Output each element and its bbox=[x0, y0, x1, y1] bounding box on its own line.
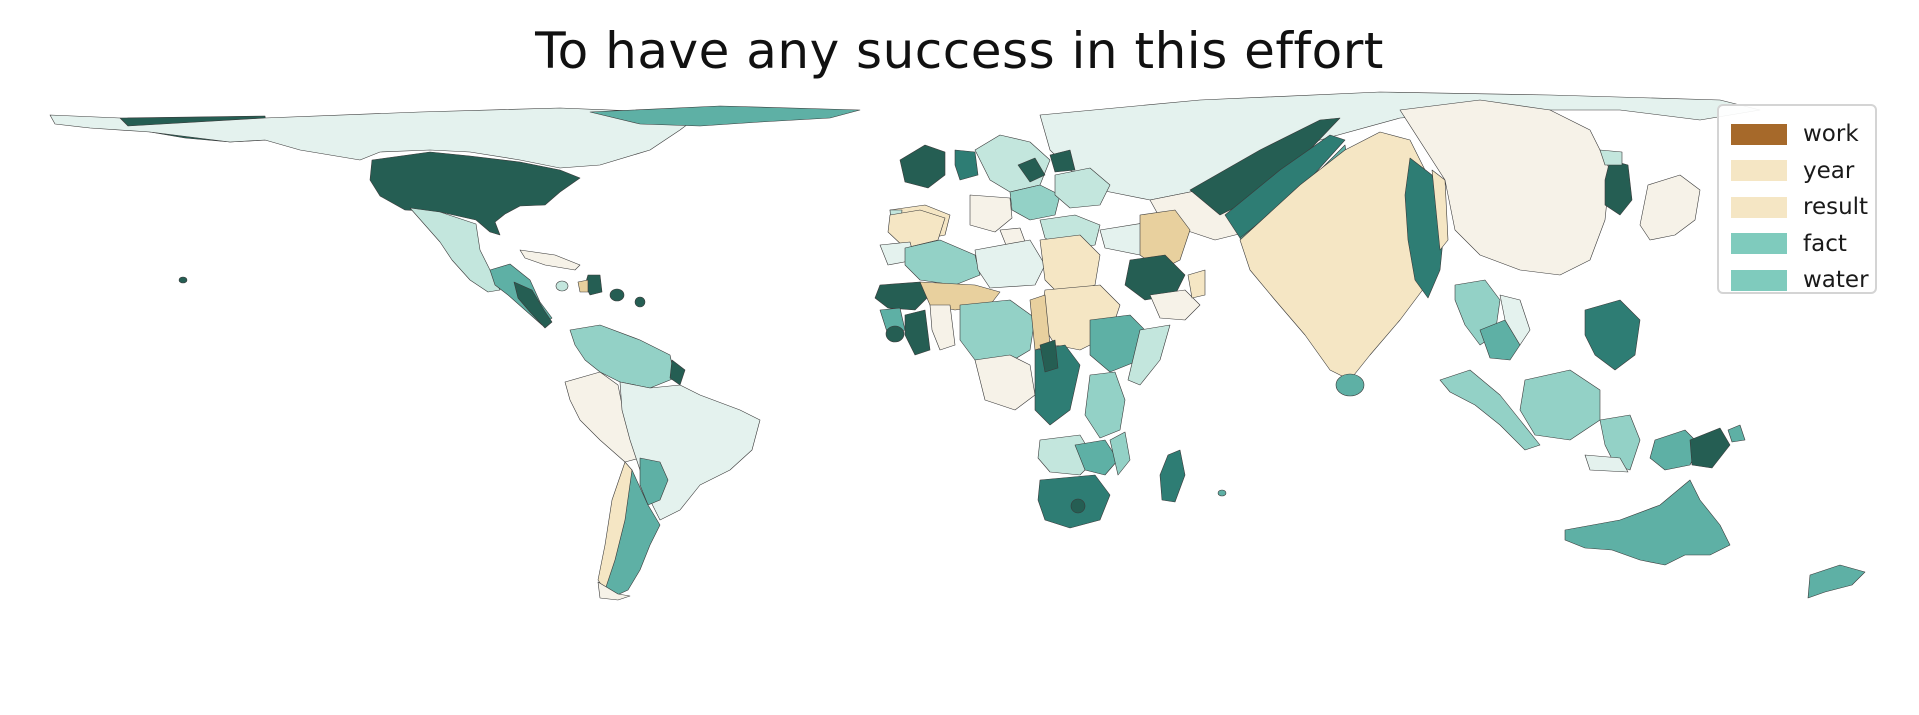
region-northern-canada bbox=[49, 107, 701, 169]
region-sierra-leone bbox=[885, 325, 905, 343]
region-nigeria-chad bbox=[959, 299, 1036, 366]
region-china bbox=[1399, 99, 1611, 276]
region-baltics bbox=[1049, 149, 1076, 173]
legend-item: water bbox=[1731, 262, 1869, 299]
region-arabia bbox=[1149, 289, 1201, 321]
region-vietnam bbox=[1499, 294, 1531, 346]
land-regions bbox=[49, 91, 1866, 601]
region-north-korea bbox=[1599, 149, 1623, 166]
region-uk bbox=[954, 149, 979, 181]
legend-swatch bbox=[1731, 160, 1787, 182]
region-nepal bbox=[1431, 169, 1449, 251]
region-east-dark bbox=[1039, 339, 1059, 373]
region-kenya-tanzania bbox=[1084, 371, 1126, 439]
region-central-africa bbox=[974, 354, 1036, 411]
region-france bbox=[969, 194, 1013, 233]
region-egypt bbox=[1039, 234, 1101, 296]
legend-label: water bbox=[1803, 267, 1869, 294]
region-canada-arctic-strip bbox=[589, 105, 861, 127]
region-ivory-coast bbox=[929, 304, 956, 351]
region-iceland-uk bbox=[899, 144, 946, 189]
legend-swatch bbox=[1731, 269, 1787, 291]
region-japan bbox=[1639, 174, 1701, 241]
region-bolivia-paraguay bbox=[639, 457, 669, 506]
region-atlantic-isle bbox=[1217, 489, 1227, 497]
region-lesotho bbox=[1070, 498, 1086, 514]
region-gulf bbox=[1187, 269, 1206, 299]
legend-item: result bbox=[1731, 189, 1868, 226]
region-panama bbox=[513, 281, 553, 329]
region-central-asia-strip bbox=[1189, 117, 1341, 216]
region-philippines bbox=[1584, 299, 1641, 371]
region-mexico bbox=[409, 207, 501, 293]
region-mozambique bbox=[1109, 431, 1131, 476]
legend-label: year bbox=[1803, 157, 1855, 184]
region-timor bbox=[1584, 454, 1629, 473]
legend-item: fact bbox=[1731, 226, 1863, 263]
region-borneo bbox=[1519, 369, 1601, 441]
legend-swatch bbox=[1731, 233, 1787, 255]
legend-item: work bbox=[1731, 116, 1863, 153]
region-argentina bbox=[604, 469, 661, 597]
legend-label: result bbox=[1803, 194, 1869, 221]
legend-label: work bbox=[1803, 121, 1859, 148]
map-legend: work year result fact water bbox=[1717, 104, 1877, 294]
region-iran bbox=[1139, 209, 1191, 271]
region-poland bbox=[1017, 157, 1046, 183]
region-sri-lanka bbox=[1335, 373, 1365, 397]
region-germany bbox=[1009, 184, 1061, 221]
region-somalia bbox=[1127, 324, 1171, 386]
region-cuba bbox=[519, 249, 581, 271]
region-morocco bbox=[887, 209, 946, 249]
region-thailand bbox=[1479, 319, 1521, 361]
region-tierra-del-fuego bbox=[597, 581, 631, 601]
region-drc bbox=[1034, 344, 1081, 426]
region-korea bbox=[1604, 159, 1633, 216]
region-ukraine-belarus bbox=[1054, 167, 1111, 209]
region-small-island bbox=[555, 280, 569, 292]
region-malay-strip bbox=[1439, 369, 1541, 451]
legend-swatch bbox=[1731, 123, 1787, 145]
region-united-states bbox=[369, 151, 581, 236]
region-pacific-islands bbox=[1727, 424, 1746, 443]
region-india bbox=[1239, 131, 1441, 381]
region-hawaii bbox=[178, 276, 188, 284]
region-papua bbox=[1689, 427, 1731, 469]
region-guinea bbox=[904, 309, 931, 356]
region-algeria bbox=[904, 239, 981, 286]
region-new-guinea bbox=[1649, 429, 1701, 471]
region-peru-ecuador bbox=[564, 371, 641, 463]
legend-item: year bbox=[1731, 153, 1863, 190]
region-guyana bbox=[669, 359, 686, 386]
region-zambia bbox=[1074, 439, 1119, 476]
region-puerto-rico bbox=[609, 288, 625, 302]
region-scandinavia bbox=[974, 134, 1051, 193]
region-lesser-antilles bbox=[634, 296, 646, 308]
region-new-zealand bbox=[1807, 564, 1866, 599]
region-sulawesi bbox=[1599, 414, 1641, 471]
region-jamaica bbox=[577, 279, 589, 293]
region-libya bbox=[974, 239, 1046, 289]
legend-swatch bbox=[1731, 196, 1787, 218]
map-title: To have any success in this effort bbox=[535, 22, 1384, 80]
legend-label: fact bbox=[1803, 230, 1847, 257]
region-australia bbox=[1564, 479, 1731, 566]
region-madagascar bbox=[1159, 449, 1186, 503]
